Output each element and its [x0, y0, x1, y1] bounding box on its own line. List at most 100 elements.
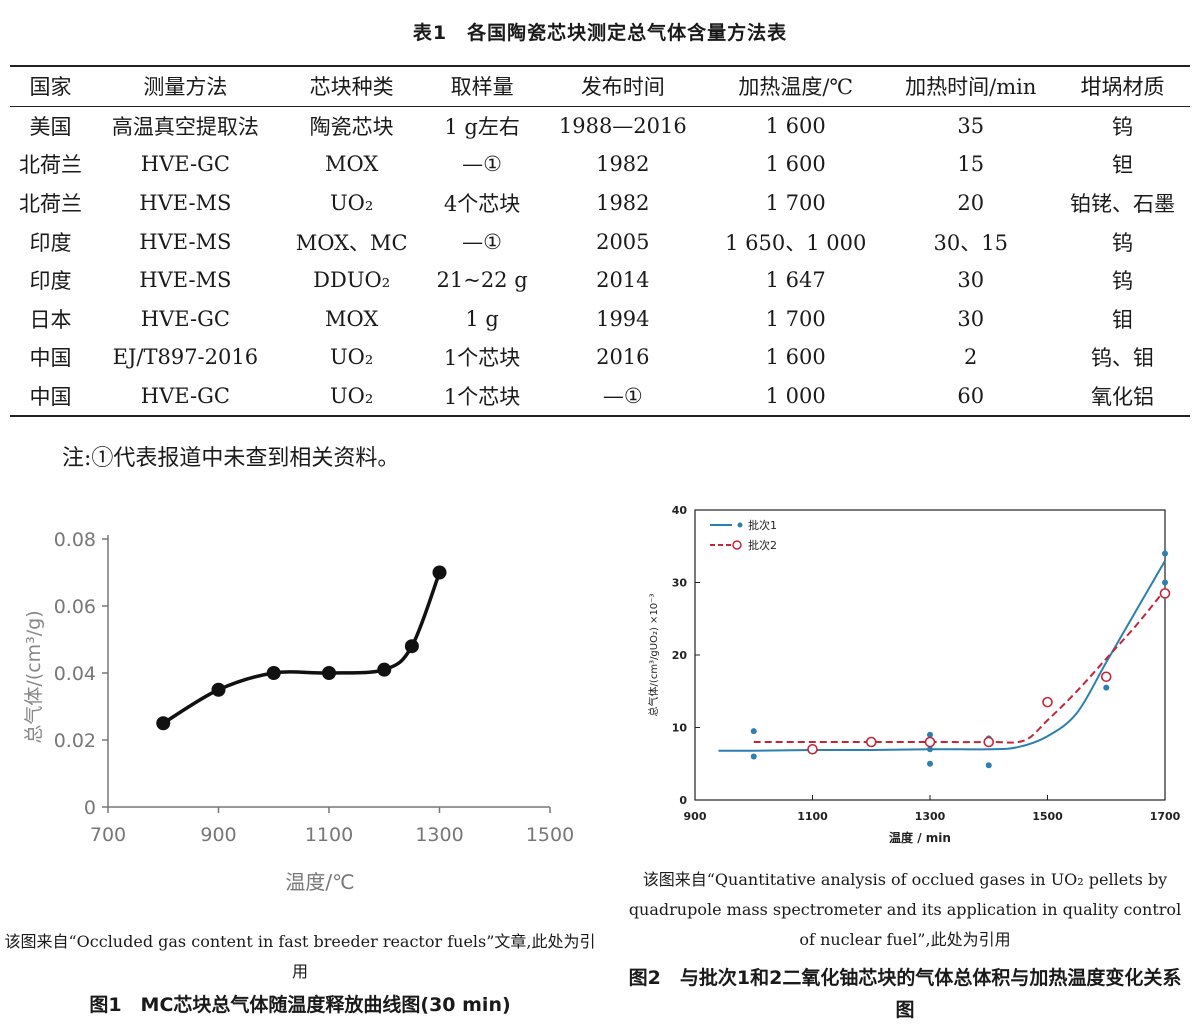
fig2-series2-point: [983, 736, 995, 748]
table-cell: 印度: [29, 230, 72, 255]
fig1-chart: 0 0.02 0.04 0.06 0.08 700 900 1100 1300 1500 温度/℃…: [23, 529, 574, 894]
table-cell: 铂铑、石墨: [1070, 192, 1176, 217]
fig2-plot-frame: [694, 509, 1166, 801]
fig2-series1-point: [985, 762, 992, 769]
fig2-legend: 批次1 批次2: [710, 518, 777, 552]
fig2-x-tick-label: 1500: [1032, 810, 1063, 823]
table-cell: HVE-MS: [139, 229, 232, 254]
fig2-series1-point: [927, 746, 933, 753]
table-cell: 1988—2016: [558, 113, 687, 138]
table-cell: 1 g: [465, 306, 499, 331]
table-cell: 钨: [1112, 114, 1134, 139]
table-row: 中国 EJ/T897-2016 UO₂ 1个芯块 2016 1 600 2 钨、钼: [10, 338, 1190, 377]
table-cell: 2016: [596, 345, 650, 370]
fig2-series2-point: [865, 736, 877, 748]
fig1-caption: 图1 MC芯块总气体随温度释放曲线图(30 min): [89, 994, 511, 1016]
fig1-y-tick-label: 0.04: [54, 663, 96, 685]
table-cell: EJ/T897-2016: [112, 345, 259, 370]
fig2-series1-point: [1162, 550, 1168, 557]
table-cell: MOX、MC: [295, 230, 408, 255]
fig2-ticks: 0 10 20 30 40 900 1100 1300 1500 1700: [672, 504, 1181, 823]
fig1-data-point: [404, 639, 419, 654]
table-cell: MOX: [325, 306, 379, 331]
gas-method-table: 国家 测量方法 芯块种类 取样量 发布时间 加热温度/℃ 加热时间/min 坩埚…: [10, 65, 1190, 417]
fig2-x-tick-label: 1700: [1150, 810, 1181, 823]
table-header-cell: 取样量: [450, 75, 514, 100]
fig2-series1-point: [750, 753, 757, 760]
fig1-data-point: [266, 666, 281, 680]
fig1-x-tick-label: 1100: [305, 824, 353, 846]
table-cell: 1 700: [765, 191, 826, 216]
table-cell: 21~22 g: [436, 268, 528, 293]
table-cell: 钼: [1112, 307, 1134, 332]
fig2-y-tick-label: 10: [672, 722, 688, 735]
table-header-row: 国家 测量方法 芯块种类 取样量 发布时间 加热温度/℃ 加热时间/min 坩埚…: [10, 66, 1190, 107]
fig2-y-axis-label: 总气体/(cm³/gUO₂) ×10⁻³: [647, 594, 660, 717]
table-header-cell: 发布时间: [580, 75, 665, 100]
table-cell: 北荷兰: [18, 192, 82, 217]
table-cell: HVE-GC: [140, 384, 230, 409]
fig2-source-note: 该图来自“Quantitative analysis of occlued ga…: [628, 870, 1182, 949]
fig1-y-tick-label: 0.08: [54, 529, 96, 551]
legend-series2-marker: [732, 540, 742, 550]
fig1-data-point: [156, 716, 171, 731]
table-cell: HVE-GC: [140, 306, 230, 331]
table-cell: HVE-GC: [140, 152, 230, 177]
table-cell: 1个芯块: [443, 385, 521, 410]
fig1-points: [156, 565, 447, 731]
table-row: 印度 HVE-MS DDUO₂ 21~22 g 2014 1 647 30 钨: [10, 261, 1190, 300]
fig2-series1-point: [750, 728, 757, 735]
fig1-x-tick-label: 1300: [415, 824, 463, 846]
fig2-series2-point: [924, 736, 936, 748]
table-cell: 1 600: [765, 152, 826, 177]
fig2-series2-point: [1159, 588, 1171, 599]
fig1-y-tick-label: 0.02: [54, 730, 96, 752]
table-cell: 印度: [29, 269, 72, 294]
table-cell: 1 650、1 000: [725, 230, 867, 255]
fig1-y-axis-label: 总气体/(cm³/g): [23, 610, 45, 743]
fig1-x-tick-label: 1500: [526, 824, 574, 846]
table-cell: 60: [957, 384, 985, 409]
table-cell: 1 g左右: [444, 114, 520, 139]
table-cell: 中国: [29, 385, 72, 410]
table-cell: —①: [462, 229, 502, 254]
table-cell: UO₂: [329, 384, 374, 409]
table-cell: 2005: [596, 229, 650, 254]
fig1-x-tick-label: 900: [200, 824, 236, 846]
table-row: 美国 高温真空提取法 陶瓷芯块 1 g左右 1988—2016 1 600 35 钨: [10, 106, 1190, 145]
fig1-x-axis-label: 温度/℃: [285, 870, 354, 894]
fig2-series1-point: [927, 731, 933, 738]
table-cell: 北荷兰: [18, 153, 82, 178]
table-cell: 15: [957, 152, 985, 177]
table-cell: 35: [957, 113, 985, 138]
table-cell: 1 600: [765, 113, 826, 138]
table-row: 中国 HVE-GC UO₂ 1个芯块 —① 1 000 60 氧化铝: [10, 377, 1190, 417]
fig2-y-tick-label: 20: [672, 649, 688, 662]
table-cell: 陶瓷芯块: [309, 114, 394, 139]
table-cell: 4个芯块: [443, 192, 521, 217]
table-body: 美国 高温真空提取法 陶瓷芯块 1 g左右 1988—2016 1 600 35 钨北荷兰 HV…: [10, 106, 1190, 417]
legend-series1-label: 批次1: [748, 518, 777, 532]
table-cell: HVE-MS: [139, 191, 232, 216]
table-header-cell: 坩埚材质: [1080, 75, 1165, 100]
table-row: 北荷兰 HVE-MS UO₂ 4个芯块 1982 1 700 20 铂铑、石墨: [10, 184, 1190, 223]
table-row: 印度 HVE-MS MOX、MC —① 2005 1 650、1 000 30、15 钨: [10, 222, 1190, 261]
table-cell: 钨: [1112, 230, 1134, 255]
table-cell: HVE-MS: [139, 268, 232, 293]
table-cell: DDUO₂: [313, 268, 391, 293]
table-cell: 高温真空提取法: [111, 114, 259, 139]
fig1-data-point: [377, 662, 392, 677]
table-cell: 氧化铝: [1091, 385, 1155, 410]
table-cell: —①: [602, 384, 643, 409]
table-cell: 1982: [596, 152, 650, 177]
fig2-x-tick-label: 1100: [797, 810, 828, 823]
fig1-curve: [162, 571, 442, 725]
fig1-data-point: [432, 565, 447, 580]
table-cell: 20: [957, 191, 985, 216]
table-cell: 1994: [596, 306, 650, 331]
table-cell: 钽: [1112, 153, 1134, 178]
table-header-cell: 测量方法: [143, 75, 228, 100]
table-cell: 30: [957, 268, 985, 293]
legend-series2-label: 批次2: [748, 538, 777, 552]
fig2-series2-points: [807, 588, 1171, 755]
